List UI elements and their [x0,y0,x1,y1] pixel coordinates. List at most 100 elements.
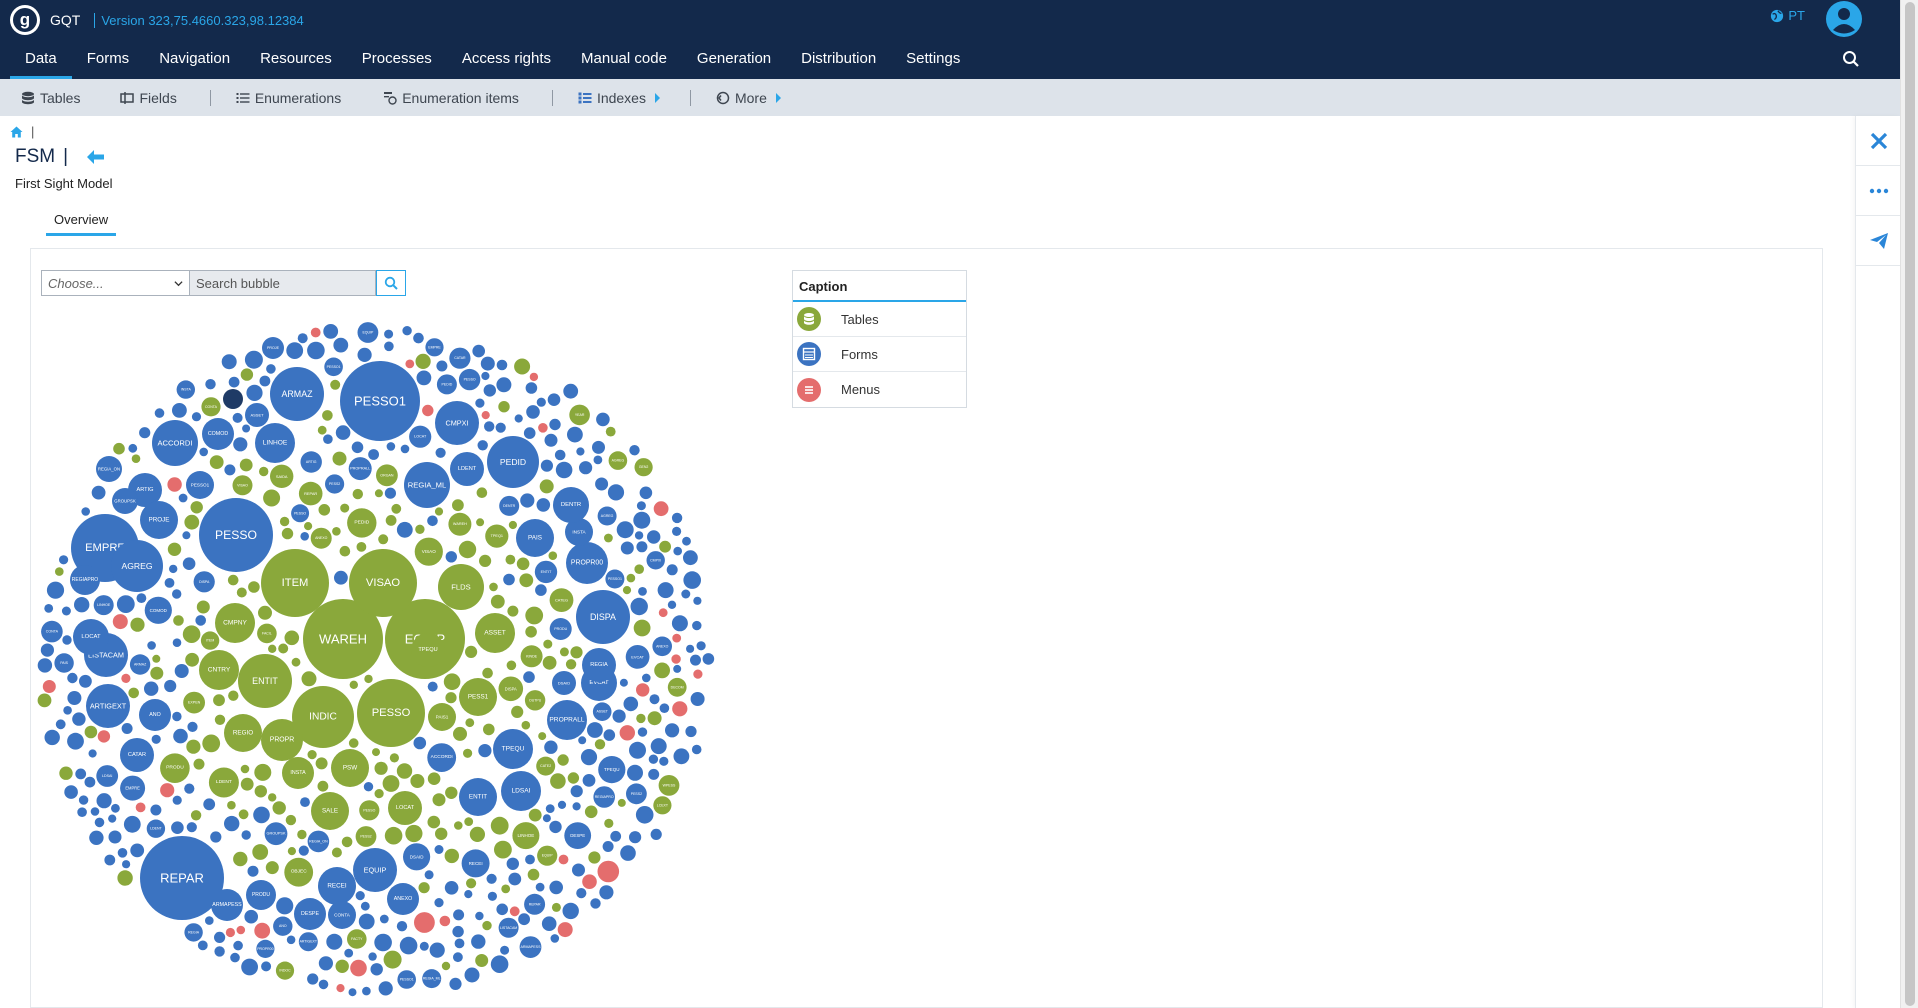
table-bubble[interactable] [190,501,203,514]
nav-resources[interactable]: Resources [260,50,332,67]
bubble-circle[interactable] [227,574,239,586]
bubble-circle[interactable] [519,573,534,588]
bubble-circle[interactable] [436,360,448,372]
table-bubble[interactable] [452,499,464,512]
bubble-circle[interactable] [459,678,497,716]
menu-bubble[interactable] [597,860,620,883]
bubble-circle[interactable] [42,680,56,693]
form-bubble[interactable] [63,706,72,715]
bubble-circle[interactable] [608,451,628,470]
bubble-circle[interactable] [160,753,190,783]
table-bubble[interactable]: VISAO [349,549,417,617]
bubble-circle[interactable] [331,847,342,858]
bubble-circle[interactable] [284,857,314,887]
bubble-circle[interactable] [349,549,417,617]
bubble-circle[interactable] [686,644,695,653]
menu-bubble[interactable] [538,423,548,433]
bubble-circle[interactable] [400,444,410,454]
form-bubble[interactable] [544,433,558,447]
bubble-circle[interactable] [463,748,473,758]
bubble-circle[interactable] [659,540,671,553]
form-bubble[interactable] [693,596,702,605]
bubble-circle[interactable] [310,327,321,338]
form-bubble[interactable] [544,740,558,754]
form-bubble[interactable] [55,719,66,730]
table-bubble[interactable] [482,667,493,679]
bubble-circle[interactable] [360,901,370,911]
bubble-circle[interactable] [666,564,678,576]
bubble-circle[interactable] [370,963,383,976]
bubble-circle[interactable] [529,372,539,382]
bubble-circle[interactable] [190,810,202,821]
bubble-circle[interactable] [200,631,220,650]
bubble-circle[interactable] [450,452,484,486]
bubble-circle[interactable] [117,870,133,886]
form-bubble[interactable] [495,422,506,433]
bubble-circle[interactable] [322,410,333,421]
bubble-circle[interactable] [152,654,161,663]
form-bubble[interactable] [673,664,682,673]
form-bubble[interactable] [557,800,567,809]
menu-bubble[interactable] [310,327,321,338]
form-bubble[interactable] [171,821,184,834]
form-bubble[interactable] [195,615,206,626]
form-bubble[interactable] [478,744,492,758]
bubble-circle[interactable] [617,798,626,807]
table-bubble[interactable] [378,534,389,545]
bubble-circle[interactable] [167,542,182,556]
bubble-circle[interactable] [186,739,201,754]
table-bubble[interactable]: ITEM [261,549,329,617]
menu-bubble[interactable] [672,701,688,717]
bubble-circle[interactable] [520,493,535,508]
bubble-circle[interactable] [592,702,612,721]
bubble-circle[interactable] [332,527,341,536]
bubble-circle[interactable] [150,666,164,680]
table-bubble[interactable] [482,920,492,931]
form-bubble[interactable] [578,736,587,745]
form-bubble[interactable]: AGREG [597,506,617,526]
bubble-circle[interactable] [335,959,349,973]
bubble-circle[interactable] [602,841,614,852]
bubble-circle[interactable] [507,605,519,617]
bubble-circle[interactable] [693,669,703,679]
form-bubble[interactable] [434,845,444,854]
bubble-circle[interactable] [191,412,202,422]
bubble-circle[interactable] [167,477,182,492]
form-bubble[interactable] [136,593,147,603]
bubble-circle[interactable] [523,427,536,439]
bubble-circle[interactable] [94,817,105,828]
bubble-circle[interactable] [558,854,569,865]
bubble-circle[interactable] [213,694,225,707]
form-bubble[interactable]: REGIA_ML [404,462,450,508]
form-bubble[interactable] [616,521,634,539]
form-bubble[interactable] [602,841,614,852]
table-bubble[interactable] [59,766,73,780]
form-bubble[interactable] [75,768,87,780]
bubble-circle[interactable] [64,785,78,799]
bubble-circle[interactable] [564,822,592,849]
bubble-circle[interactable] [261,549,329,617]
bubble-circle[interactable] [445,786,458,799]
table-bubble[interactable] [511,705,524,718]
table-bubble[interactable] [209,455,224,469]
form-bubble[interactable] [62,635,72,645]
form-bubble[interactable] [276,897,294,915]
table-bubble[interactable] [190,810,202,821]
form-bubble[interactable] [67,732,84,750]
bubble-circle[interactable] [475,911,484,921]
form-bubble[interactable] [172,711,182,722]
bubble-circle[interactable] [184,923,203,942]
bubble-circle[interactable] [683,550,698,566]
bubble-circle[interactable] [642,673,651,683]
bubble-circle[interactable] [519,936,542,958]
bubble-circle[interactable] [317,780,329,792]
form-bubble[interactable] [562,902,579,920]
bubble-circle[interactable] [435,401,479,445]
bubble-circle[interactable] [435,447,446,458]
form-bubble[interactable]: REGIAPRO [593,786,615,808]
bubble-circle[interactable] [140,836,224,920]
table-bubble[interactable] [525,626,537,638]
form-bubble[interactable]: PESS2 [626,783,647,805]
bubble-circle[interactable] [464,967,480,983]
bubble-circle[interactable] [496,377,512,393]
